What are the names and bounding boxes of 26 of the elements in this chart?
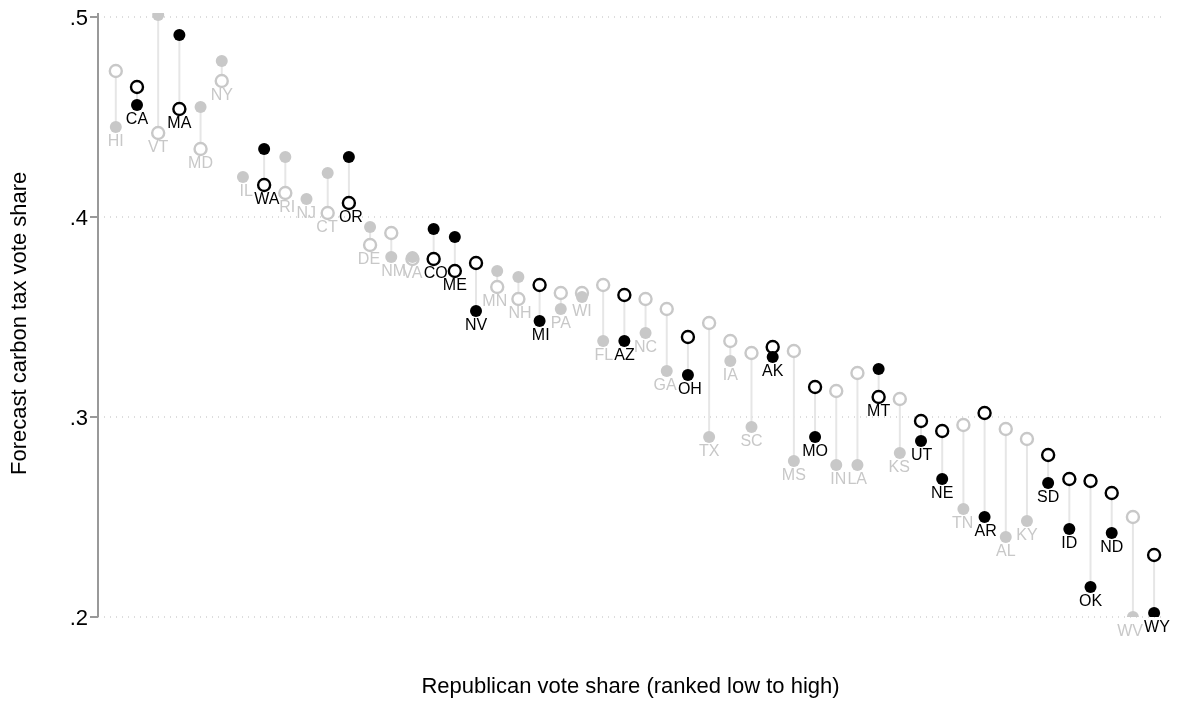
x-tick-label: AK (762, 362, 784, 380)
x-tick-label: MA (167, 114, 192, 132)
x-tick-label: NV (464, 316, 488, 334)
x-tick-label: AR (974, 522, 997, 540)
x-tick-label: CA (125, 110, 149, 128)
y-tick-label: .3 (69, 404, 88, 430)
x-tick-label: AZ (614, 346, 636, 364)
x-tick-label: ND (1100, 538, 1124, 556)
x-tick-label: RI (279, 198, 296, 216)
x-tick-label: WA (254, 190, 280, 208)
y-axis-title: Forecast carbon tax vote share (5, 171, 31, 475)
x-tick-label: UT (911, 446, 933, 464)
x-tick-label: OK (1078, 592, 1103, 610)
x-tick-label: MT (867, 402, 891, 420)
x-tick-label: WY (1144, 618, 1171, 636)
x-tick-label: OH (677, 380, 702, 398)
x-tick-label: NE (931, 484, 954, 502)
x-axis-title: Republican vote share (ranked low to high) (421, 673, 840, 698)
y-tick-label: .2 (69, 604, 88, 630)
x-tick-label: ID (1061, 534, 1078, 552)
x-tick-label: OR (338, 208, 363, 226)
y-tick-label: .5 (69, 4, 88, 30)
x-tick-label: MO (802, 442, 828, 460)
y-tick-label: .4 (69, 204, 88, 230)
x-tick-label: MI (531, 326, 550, 344)
x-tick-label: SD (1037, 488, 1060, 506)
